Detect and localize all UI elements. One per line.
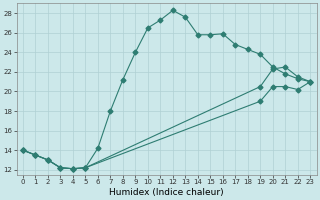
X-axis label: Humidex (Indice chaleur): Humidex (Indice chaleur) (109, 188, 224, 197)
